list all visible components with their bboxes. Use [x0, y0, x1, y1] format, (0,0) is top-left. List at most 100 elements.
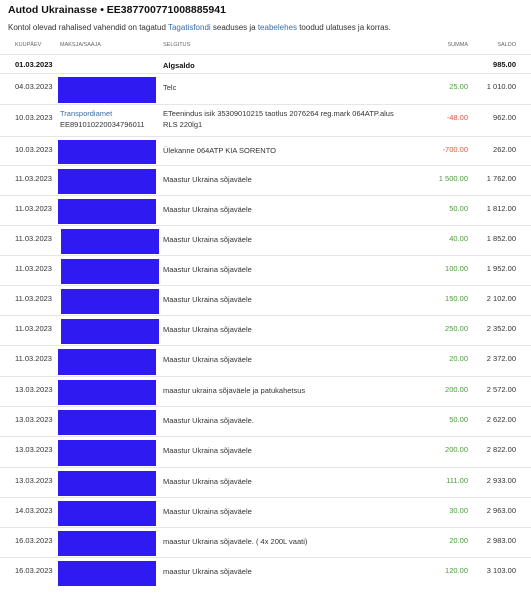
col-header-payer: MAKSJA/SAAJA [60, 42, 101, 48]
row-amount: 50.00 [449, 415, 468, 424]
redacted-payer [61, 319, 159, 344]
row-date: 13.03.2023 [15, 385, 53, 394]
redacted-payer [61, 289, 159, 314]
row-explanation: ETeenindus isik 35309010215 taotlus 2076… [163, 109, 394, 118]
row-amount: 40.00 [449, 234, 468, 243]
row-explanation-cont: RLS 220lg1 [163, 120, 203, 129]
table-row[interactable]: 13.03.2023 Maastur Ukraina sõjaväele 200.0… [0, 436, 531, 468]
redacted-payer [58, 471, 156, 496]
row-explanation: Ülekanne 064ATP KIA SORENTO [163, 146, 276, 155]
redacted-payer [61, 229, 159, 254]
opening-balance-row: 01.03.2023 Algsaldo 985.00 [0, 54, 531, 74]
row-explanation: Maastur Ukraina sõjaväele [163, 507, 252, 516]
redacted-payer [58, 140, 156, 164]
row-date: 10.03.2023 [15, 145, 53, 154]
redacted-payer [58, 349, 156, 375]
table-row[interactable]: 13.03.2023 Maastur Ukraina sõjaväele. 50.0… [0, 406, 531, 437]
table-row[interactable]: 10.03.2023 Ülekanne 064ATP KIA SORENTO -70… [0, 136, 531, 166]
row-balance: 2 572.00 [486, 385, 516, 394]
row-amount: 1 500.00 [438, 174, 468, 183]
intro-text-end: toodud ulatuses ja korras. [296, 23, 391, 32]
row-amount: 25.00 [449, 82, 468, 91]
opening-balance: 985.00 [493, 60, 516, 69]
row-explanation: maastur Ukraina sõjaväele [163, 567, 252, 576]
row-balance: 2 822.00 [486, 445, 516, 454]
row-balance: 2 622.00 [486, 415, 516, 424]
row-date: 11.03.2023 [15, 264, 52, 273]
row-balance: 2 933.00 [486, 476, 516, 485]
row-date: 04.03.2023 [15, 82, 53, 91]
row-amount: -700.00 [442, 145, 468, 154]
table-row[interactable]: 16.03.2023 maastur Ukraina sõjaväele 120.0… [0, 557, 531, 588]
row-amount: 200.00 [445, 385, 468, 394]
row-date: 10.03.2023 [15, 113, 53, 122]
row-date: 11.03.2023 [15, 294, 52, 303]
table-row[interactable]: 10.03.2023 Transpordiamet EE89101022003479… [0, 104, 531, 137]
table-row[interactable]: 11.03.2023 Maastur Ukraina sõjaväele 100.0… [0, 255, 531, 286]
row-balance: 1 852.00 [486, 234, 516, 243]
row-amount: 250.00 [445, 324, 468, 333]
redacted-payer [58, 531, 156, 556]
row-payer-name[interactable]: Transpordiamet [60, 109, 113, 118]
table-row[interactable]: 11.03.2023 Maastur Ukraina sõjaväele 250.0… [0, 315, 531, 346]
row-payer-account: EE891010220034796011 [60, 120, 145, 129]
table-row[interactable]: 14.03.2023 Maastur Ukraina sõjaväele 30.00… [0, 497, 531, 528]
redacted-payer [58, 440, 156, 466]
row-explanation: Maastur Ukraina sõjaväele [163, 235, 252, 244]
row-amount: 111.00 [446, 476, 468, 485]
row-date: 13.03.2023 [15, 415, 53, 424]
account-intro: Kontol olevad rahalised vahendid on taga… [8, 23, 391, 32]
row-date: 16.03.2023 [15, 536, 53, 545]
intro-text-middle: seaduses ja [210, 23, 258, 32]
table-header: KUUPÄEV MAKSJA/SAAJA SELGITUS SUMMA SALD… [0, 39, 531, 53]
table-row[interactable]: 13.03.2023 Maastur Ukraina sõjaväele 111.0… [0, 467, 531, 498]
col-header-amount: SUMMA [447, 42, 468, 48]
redacted-payer [58, 169, 156, 194]
row-amount: 20.00 [449, 536, 468, 545]
row-amount: 100.00 [445, 264, 468, 273]
intro-text-start: Kontol olevad rahalised vahendid on taga… [8, 23, 168, 32]
row-balance: 1 010.00 [486, 82, 516, 91]
row-date: 14.03.2023 [15, 506, 53, 515]
row-date: 13.03.2023 [15, 445, 53, 454]
opening-label: Algsaldo [163, 61, 195, 70]
row-amount: 50.00 [449, 204, 468, 213]
row-amount: 20.00 [449, 354, 468, 363]
row-balance: 1 762.00 [486, 174, 516, 183]
row-balance: 2 963.00 [486, 506, 516, 515]
row-balance: 1 812.00 [486, 204, 516, 213]
row-explanation: Maastur Ukraina sõjaväele [163, 325, 252, 334]
row-amount: 200.00 [445, 445, 468, 454]
col-header-balance: SALDO [497, 42, 516, 48]
row-date: 16.03.2023 [15, 566, 53, 575]
teabeleht-link[interactable]: teabelehes [257, 23, 297, 32]
row-balance: 2 352.00 [486, 324, 516, 333]
table-row[interactable]: 11.03.2023 Maastur Ukraina sõjaväele 50.00… [0, 195, 531, 226]
table-row[interactable]: 11.03.2023 Maastur Ukraina sõjaväele 1 500… [0, 165, 531, 196]
table-row[interactable]: 16.03.2023 maastur Ukraina sõjaväele. ( 4… [0, 527, 531, 558]
table-row[interactable]: 11.03.2023 Maastur Ukraina sõjaväele 40.00… [0, 225, 531, 256]
table-row[interactable]: 11.03.2023 Maastur Ukraina sõjaväele 150.0… [0, 285, 531, 316]
row-balance: 2 372.00 [486, 354, 516, 363]
row-explanation: Maastur Ukraina sõjaväele [163, 446, 252, 455]
redacted-payer [58, 410, 156, 435]
row-explanation: Maastur Ukraina sõjaväele [163, 295, 252, 304]
redacted-payer [58, 199, 156, 224]
row-date: 11.03.2023 [15, 174, 52, 183]
row-explanation: Maastur Ukraina sõjaväele [163, 265, 252, 274]
redacted-payer [58, 380, 156, 405]
row-balance: 2 102.00 [486, 294, 516, 303]
table-row[interactable]: 11.03.2023 Maastur Ukraina sõjaväele 20.00… [0, 345, 531, 377]
row-amount: 150.00 [445, 294, 468, 303]
account-title: Autod Ukrainasse • EE387700771008885941 [8, 4, 226, 16]
row-explanation: Maastur Ukraina sõjaväele [163, 355, 252, 364]
table-row[interactable]: 13.03.2023 maastur ukraina sõjaväele ja p… [0, 376, 531, 407]
row-explanation: Maastur Ukraina sõjaväele [163, 477, 252, 486]
table-row[interactable]: 04.03.2023 Telc 25.00 1 010.00 [0, 73, 531, 105]
row-date: 11.03.2023 [15, 324, 52, 333]
redacted-payer [61, 259, 159, 284]
tagatisfond-link[interactable]: Tagatisfondi [167, 23, 211, 32]
redacted-payer [58, 561, 156, 586]
col-header-date: KUUPÄEV [15, 42, 42, 48]
row-balance: 2 983.00 [486, 536, 516, 545]
